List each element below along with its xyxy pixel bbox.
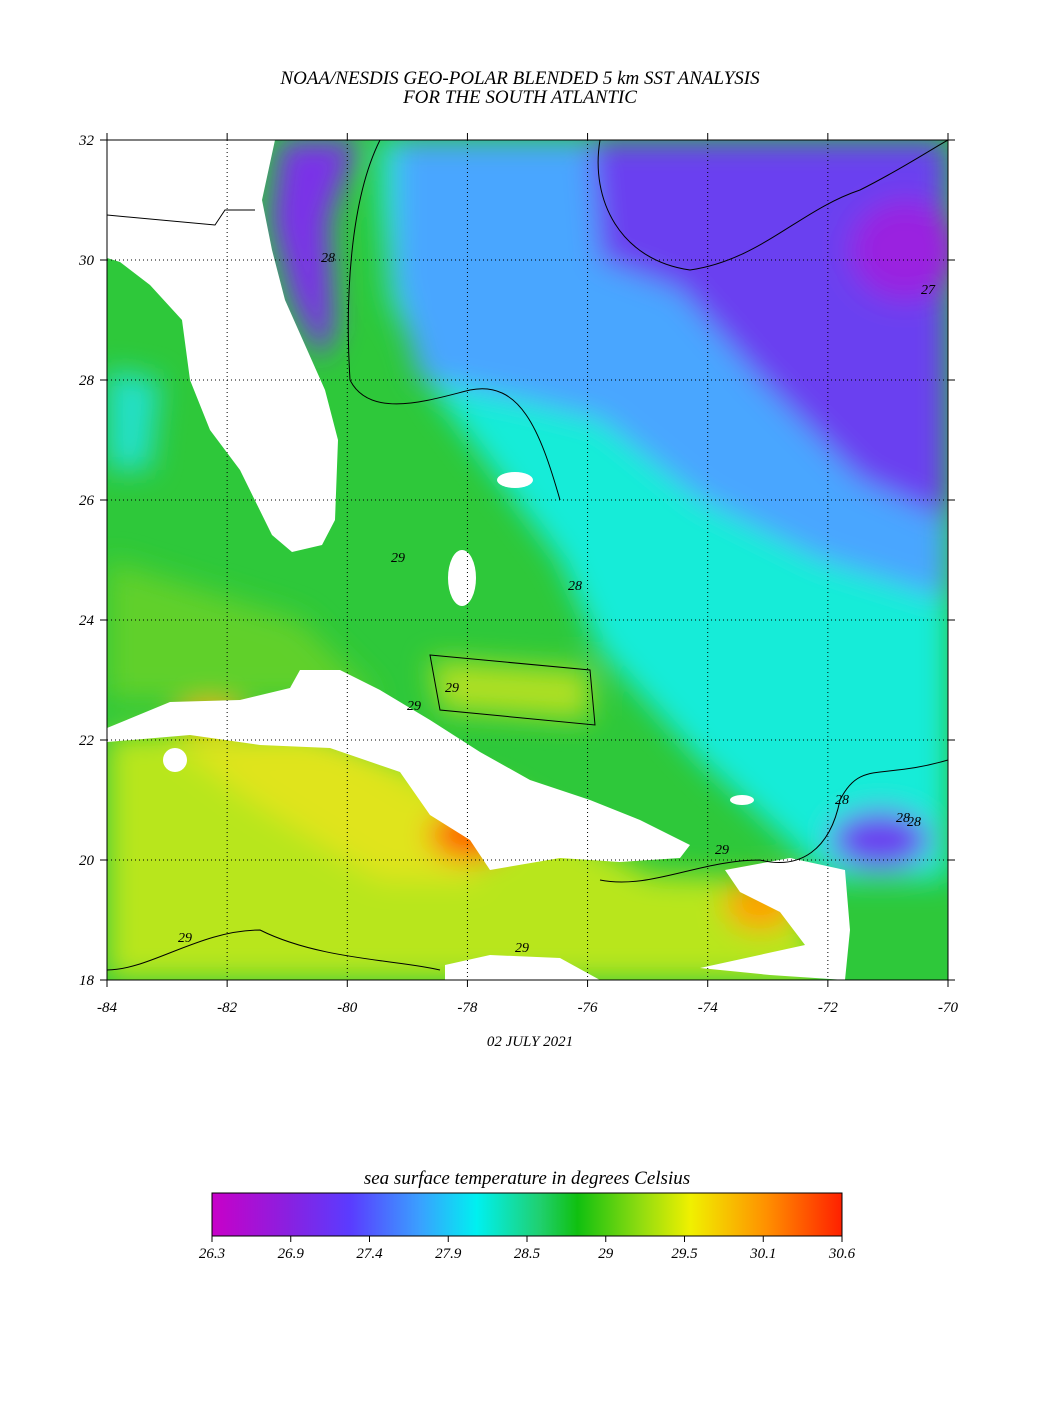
contour-label: 29	[445, 681, 459, 696]
x-tick-label: -80	[337, 1000, 357, 1016]
colorbar-tick-label: 30.6	[828, 1246, 856, 1262]
contour-label: 28	[896, 811, 910, 826]
x-tick-label: -76	[578, 1000, 598, 1016]
title-line: NOAA/NESDIS GEO-POLAR BLENDED 5 km SST A…	[279, 68, 760, 89]
colorbar-tick-label: 28.5	[514, 1246, 541, 1262]
y-tick-label: 18	[79, 973, 95, 989]
x-tick-label: -72	[818, 1000, 838, 1016]
title-line: FOR THE SOUTH ATLANTIC	[402, 87, 637, 108]
y-tick-label: 24	[79, 613, 95, 629]
colorbar-tick-label: 30.1	[749, 1246, 776, 1262]
x-tick-label: -82	[217, 1000, 237, 1016]
y-tick-label: 22	[79, 733, 95, 749]
colorbar-tick-label: 27.9	[435, 1246, 462, 1262]
contour-label: 29	[515, 941, 529, 956]
y-tick-label: 30	[78, 253, 95, 269]
colorbar-tick-label: 26.3	[199, 1246, 225, 1262]
colorbar-label: sea surface temperature in degrees Celsi…	[364, 1168, 690, 1189]
date: 02 JULY 2021	[487, 1034, 573, 1050]
colorbar	[211, 1192, 843, 1237]
land	[107, 140, 850, 980]
colorbar-tick-label: 26.9	[278, 1246, 305, 1262]
contour-label: 29	[391, 551, 405, 566]
x-tick-label: -78	[457, 1000, 477, 1016]
contour-label: 28	[321, 251, 335, 266]
x-tick-label: -84	[97, 1000, 117, 1016]
contour-label: 28	[907, 815, 921, 830]
x-tick-label: -74	[698, 1000, 718, 1016]
colorbar-tick-label: 27.4	[356, 1246, 383, 1262]
x-tick-label: -70	[938, 1000, 958, 1016]
contour-label: 29	[407, 699, 421, 714]
sst-field	[107, 140, 948, 980]
y-tick-label: 20	[79, 853, 95, 869]
colorbar-tick-label: 29	[598, 1246, 614, 1262]
colorbar-tick-label: 29.5	[671, 1246, 698, 1262]
y-tick-label: 32	[78, 133, 95, 149]
contour-label: 28	[568, 579, 582, 594]
y-tick-label: 28	[79, 373, 95, 389]
y-tick-label: 26	[79, 493, 95, 509]
contour-label: 27	[921, 283, 936, 298]
contours	[107, 140, 948, 971]
contour-label: 29	[178, 931, 192, 946]
contour-label: 28	[835, 793, 849, 808]
contour-label: 29	[715, 843, 729, 858]
